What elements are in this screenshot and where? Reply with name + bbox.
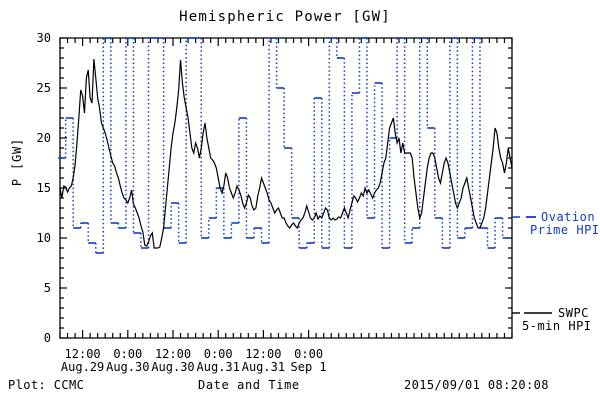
x-tick-label-date: Aug.31 (197, 360, 240, 374)
x-tick-label-time: 12:00 (155, 347, 191, 361)
y-tick-label: 30 (37, 31, 51, 45)
x-tick-label-time: 0:00 (294, 347, 323, 361)
x-tick-label-time: 12:00 (65, 347, 101, 361)
y-tick-label: 10 (37, 231, 51, 245)
legend-swpc-label-line2: 5-min HPI (522, 319, 592, 333)
x-tick-label-date: Sep 1 (291, 360, 327, 374)
x-tick-label-date: Aug.30 (106, 360, 149, 374)
legend-ovation-label-line1: Ovation (541, 210, 595, 224)
x-tick-label-time: 0:00 (204, 347, 233, 361)
y-tick-label: 20 (37, 131, 51, 145)
series-swpc-5min-hpi (59, 58, 513, 249)
series-ovation-prime-hpi (58, 37, 511, 254)
generated-timestamp: 2015/09/01 08:20:08 (404, 378, 549, 392)
x-tick-label-date: Aug.30 (151, 360, 194, 374)
y-tick-label: 15 (37, 181, 51, 195)
page-title: Hemispheric Power [GW] (179, 9, 391, 25)
y-tick-label: 0 (44, 331, 51, 345)
plot-frame (59, 37, 513, 339)
x-tick-label-time: 0:00 (113, 347, 142, 361)
legend-ovation-label-line2: Prime HPI (530, 223, 600, 237)
tick-labels-layer: 05101520253012:00Aug.290:00Aug.3012:00Au… (37, 31, 327, 374)
x-tick-label-time: 12:00 (245, 347, 281, 361)
x-tick-label-date: Aug.29 (61, 360, 104, 374)
swpc-line (59, 58, 513, 249)
y-tick-label: 5 (44, 281, 51, 295)
x-tick-label-date: Aug.31 (242, 360, 285, 374)
legend-swpc-label-line1: SWPC (558, 306, 589, 320)
x-axis-label: Date and Time (198, 378, 300, 392)
y-tick-label: 25 (37, 81, 51, 95)
axes-layer (59, 37, 513, 339)
plot-credit: Plot: CCMC (8, 378, 85, 392)
